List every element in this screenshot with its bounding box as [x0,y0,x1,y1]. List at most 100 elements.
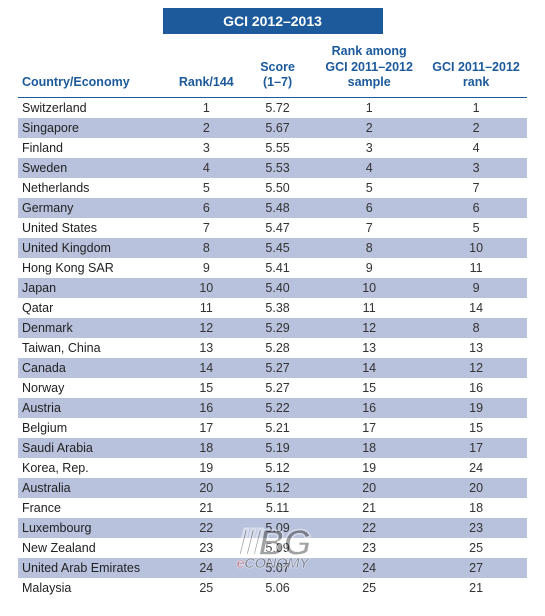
cell-score: 5.12 [242,458,313,478]
cell-country: Norway [18,378,171,398]
cell-prev_rank: 2 [425,118,527,138]
col-header-score: Score(1–7) [242,40,313,97]
cell-score: 5.50 [242,178,313,198]
cell-prev_rank: 18 [425,498,527,518]
cell-rank: 19 [171,458,242,478]
cell-score: 5.12 [242,478,313,498]
table-row: United Kingdom85.45810 [18,238,527,258]
cell-prev_rank: 21 [425,578,527,598]
table-row: Japan105.40109 [18,278,527,298]
cell-rank_among: 15 [313,378,425,398]
cell-rank_among: 14 [313,358,425,378]
cell-score: 5.19 [242,438,313,458]
cell-rank: 25 [171,578,242,598]
cell-rank_among: 4 [313,158,425,178]
cell-rank_among: 21 [313,498,425,518]
cell-score: 5.11 [242,498,313,518]
gci-table: Country/Economy Rank/144 Score(1–7) Rank… [18,40,527,598]
cell-prev_rank: 8 [425,318,527,338]
table-row: Saudi Arabia185.191817 [18,438,527,458]
cell-score: 5.27 [242,358,313,378]
table-row: Switzerland15.7211 [18,97,527,118]
cell-country: Switzerland [18,97,171,118]
cell-prev_rank: 14 [425,298,527,318]
cell-prev_rank: 12 [425,358,527,378]
cell-score: 5.06 [242,578,313,598]
cell-country: Taiwan, China [18,338,171,358]
cell-country: Netherlands [18,178,171,198]
cell-rank: 21 [171,498,242,518]
cell-country: Sweden [18,158,171,178]
cell-rank_among: 17 [313,418,425,438]
cell-rank: 23 [171,538,242,558]
table-row: New Zealand235.092325 [18,538,527,558]
cell-score: 5.09 [242,538,313,558]
table-row: Denmark125.29128 [18,318,527,338]
cell-rank_among: 25 [313,578,425,598]
col-header-prevrank: GCI 2011–2012rank [425,40,527,97]
table-row: France215.112118 [18,498,527,518]
cell-prev_rank: 20 [425,478,527,498]
cell-rank: 11 [171,298,242,318]
cell-rank: 20 [171,478,242,498]
cell-rank_among: 16 [313,398,425,418]
cell-rank: 10 [171,278,242,298]
cell-prev_rank: 23 [425,518,527,538]
cell-score: 5.45 [242,238,313,258]
cell-country: Japan [18,278,171,298]
cell-country: Singapore [18,118,171,138]
cell-country: Germany [18,198,171,218]
cell-score: 5.09 [242,518,313,538]
cell-prev_rank: 3 [425,158,527,178]
cell-rank_among: 8 [313,238,425,258]
cell-prev_rank: 24 [425,458,527,478]
cell-rank_among: 2 [313,118,425,138]
col-header-rankamong: Rank amongGCI 2011–2012sample [313,40,425,97]
cell-score: 5.48 [242,198,313,218]
table-row: Austria165.221619 [18,398,527,418]
cell-rank: 7 [171,218,242,238]
col-header-rank: Rank/144 [171,40,242,97]
cell-country: Denmark [18,318,171,338]
cell-prev_rank: 10 [425,238,527,258]
cell-score: 5.67 [242,118,313,138]
col-header-country: Country/Economy [18,40,171,97]
cell-country: New Zealand [18,538,171,558]
cell-rank: 2 [171,118,242,138]
table-row: Australia205.122020 [18,478,527,498]
table-title: GCI 2012–2013 [163,8,383,34]
cell-rank_among: 6 [313,198,425,218]
cell-score: 5.53 [242,158,313,178]
cell-rank_among: 13 [313,338,425,358]
table-row: Germany65.4866 [18,198,527,218]
cell-score: 5.40 [242,278,313,298]
table-row: Netherlands55.5057 [18,178,527,198]
table-row: Canada145.271412 [18,358,527,378]
cell-rank_among: 11 [313,298,425,318]
table-row: United Arab Emirates245.072427 [18,558,527,578]
cell-score: 5.29 [242,318,313,338]
cell-rank_among: 22 [313,518,425,538]
cell-rank: 4 [171,158,242,178]
table-row: Taiwan, China135.281313 [18,338,527,358]
cell-prev_rank: 5 [425,218,527,238]
cell-rank: 17 [171,418,242,438]
table-row: Qatar115.381114 [18,298,527,318]
cell-country: Canada [18,358,171,378]
cell-rank_among: 23 [313,538,425,558]
cell-prev_rank: 9 [425,278,527,298]
cell-rank: 18 [171,438,242,458]
cell-prev_rank: 13 [425,338,527,358]
table-row: United States75.4775 [18,218,527,238]
cell-rank_among: 3 [313,138,425,158]
cell-country: United States [18,218,171,238]
cell-rank: 6 [171,198,242,218]
cell-country: United Kingdom [18,238,171,258]
table-row: Finland35.5534 [18,138,527,158]
table-row: Norway155.271516 [18,378,527,398]
cell-score: 5.47 [242,218,313,238]
cell-score: 5.07 [242,558,313,578]
cell-country: Malaysia [18,578,171,598]
cell-prev_rank: 25 [425,538,527,558]
cell-rank: 24 [171,558,242,578]
